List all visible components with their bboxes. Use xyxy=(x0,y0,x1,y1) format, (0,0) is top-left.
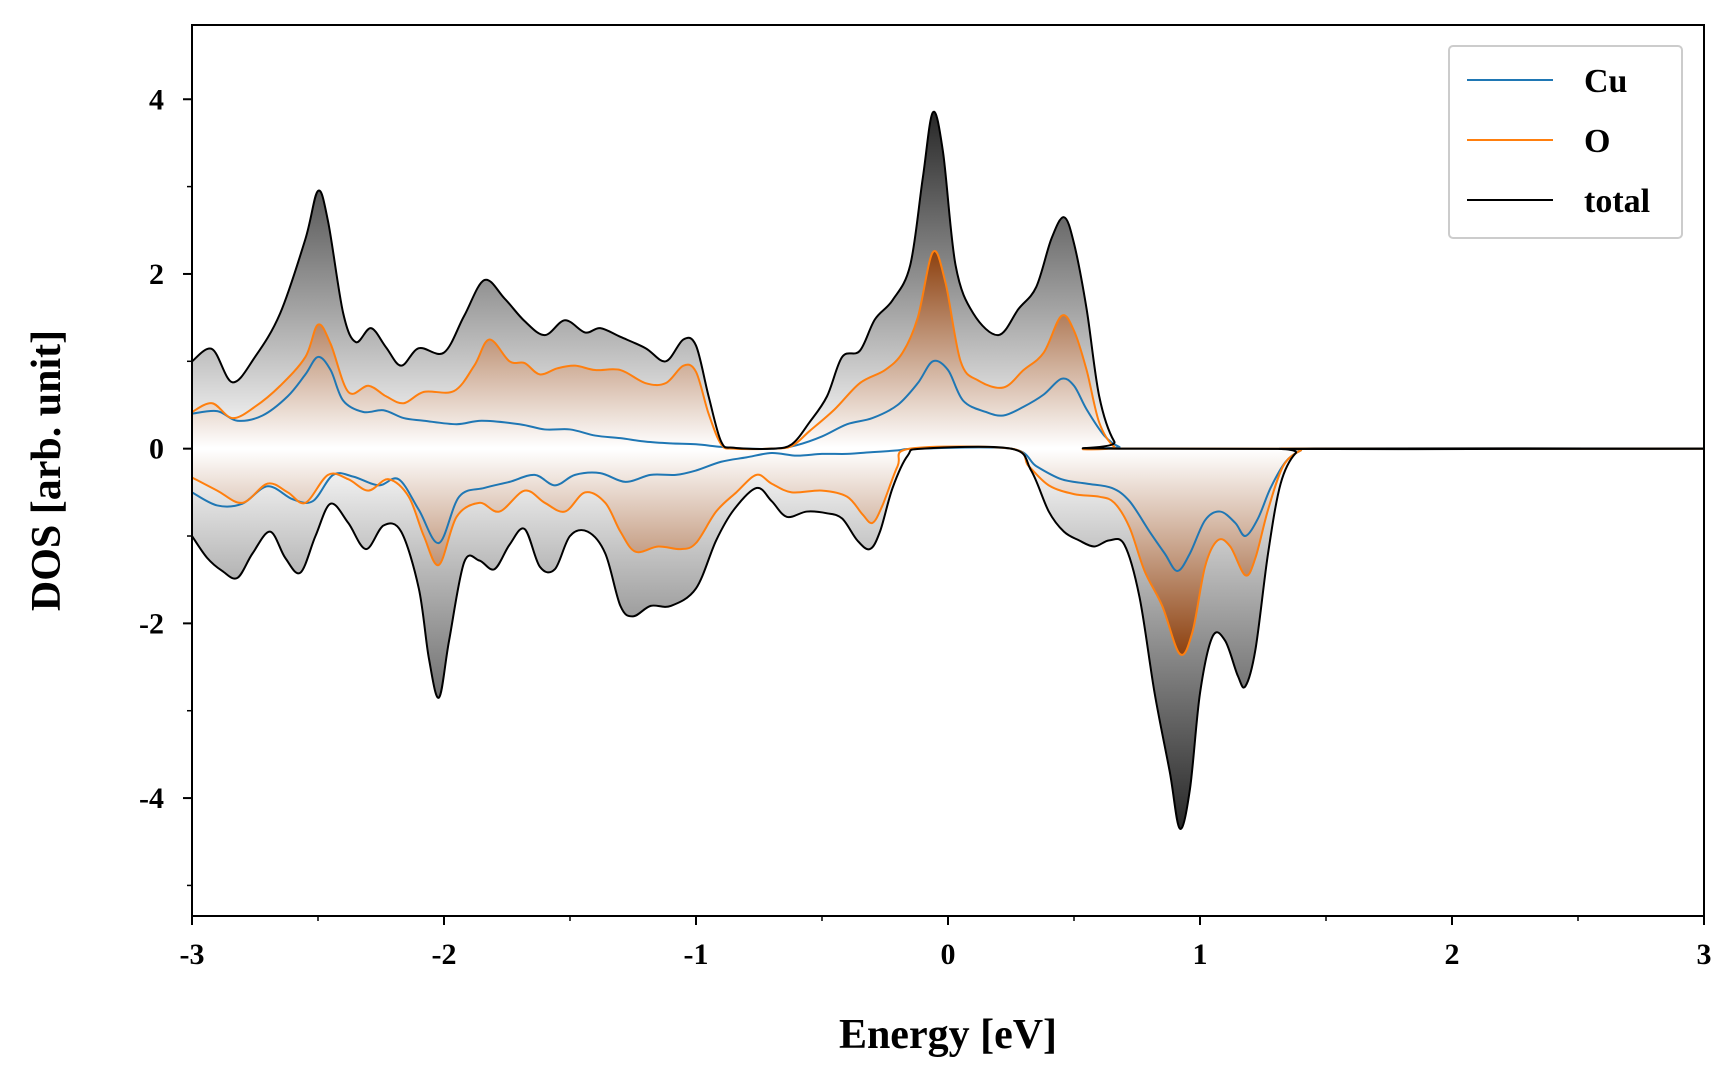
area-fills xyxy=(192,111,1704,829)
total-fill-up xyxy=(192,111,1704,450)
y-tick-label: -2 xyxy=(139,607,164,640)
o-fill-up xyxy=(192,251,1704,450)
total-line-down xyxy=(192,445,1704,830)
y-axis-title: DOS [arb. unit] xyxy=(24,330,70,611)
o-fill-down xyxy=(192,446,1704,655)
series-lines xyxy=(192,110,1704,830)
x-tick-label: 1 xyxy=(1193,938,1208,971)
y-tick-label: 2 xyxy=(149,258,164,291)
y-tick-label: 0 xyxy=(149,433,164,466)
x-tick-label: 3 xyxy=(1697,938,1712,971)
legend-label-cu: Cu xyxy=(1584,63,1627,100)
x-tick-label: -1 xyxy=(684,938,709,971)
o-line-up xyxy=(192,250,1704,451)
x-tick-label: -2 xyxy=(432,938,457,971)
o-line-down xyxy=(192,445,1704,656)
cu-line-down xyxy=(192,446,1704,572)
x-tick-label: -3 xyxy=(180,938,205,971)
x-axis-title: Energy [eV] xyxy=(839,1012,1057,1058)
x-tick-label: 2 xyxy=(1445,938,1460,971)
y-tick-label: -4 xyxy=(139,782,164,815)
legend-box xyxy=(1448,45,1683,239)
legend-label-o: O xyxy=(1584,123,1610,160)
x-tick-label: 0 xyxy=(941,938,956,971)
legend-label-total: total xyxy=(1584,183,1650,220)
total-line-up xyxy=(192,110,1704,451)
y-tick-label: 4 xyxy=(149,83,164,116)
total-fill-down xyxy=(192,446,1704,829)
axes: -3 -2 -1 0 1 2 3 -4 -2 0 2 4 xyxy=(139,83,1712,971)
